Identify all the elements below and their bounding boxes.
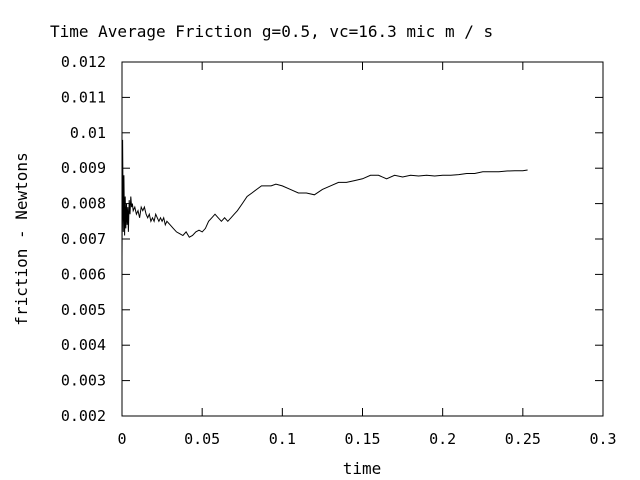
y-axis-label: friction - Newtons	[12, 152, 31, 325]
y-tick-label: 0.01	[70, 124, 106, 142]
x-tick-label: 0.3	[589, 430, 616, 448]
y-tick-label: 0.005	[61, 301, 106, 319]
x-tick-label: 0.2	[429, 430, 456, 448]
y-tick-label: 0.008	[61, 195, 106, 213]
axis-ticks	[121, 61, 604, 417]
plot-frame	[121, 61, 604, 417]
y-tick-label: 0.009	[61, 159, 106, 177]
x-tick-label: 0.05	[184, 430, 220, 448]
y-tick-label: 0.004	[61, 336, 106, 354]
y-tick-label: 0.011	[61, 88, 106, 106]
x-tick-label: 0.15	[344, 430, 380, 448]
x-tick-label: 0.1	[269, 430, 296, 448]
x-axis-label: time	[343, 459, 382, 478]
x-tick-label: 0.25	[505, 430, 541, 448]
y-tick-label: 0.002	[61, 407, 106, 425]
y-tick-label: 0.012	[61, 53, 106, 71]
chart-title: Time Average Friction g=0.5, vc=16.3 mic…	[50, 22, 493, 41]
x-tick-label: 0	[117, 430, 126, 448]
y-tick-label: 0.003	[61, 372, 106, 390]
series-line-friction	[121, 139, 528, 257]
y-tick-label: 0.007	[61, 230, 106, 248]
tick-labels: 0 0.05 0.1 0.15 0.2 0.25 0.3 0.002 0.003 0.004 0.0…	[61, 53, 617, 448]
y-tick-label: 0.006	[61, 265, 106, 283]
